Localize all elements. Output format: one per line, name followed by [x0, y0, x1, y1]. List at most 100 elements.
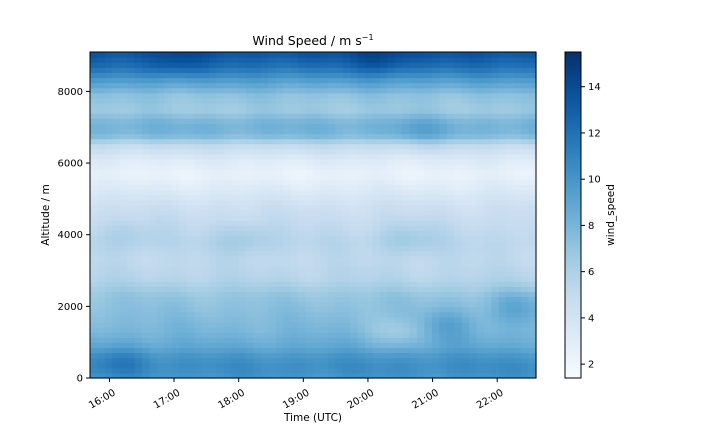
heatmap-cell [216, 321, 225, 328]
heatmap-cell [446, 184, 455, 191]
heatmap-cell [402, 77, 411, 84]
heatmap-cell [223, 143, 232, 150]
heatmap-cell [298, 179, 307, 186]
heatmap-cell [357, 327, 366, 333]
heatmap-cell [528, 372, 537, 379]
heatmap-cell [90, 174, 99, 180]
heatmap-cell [417, 87, 426, 94]
heatmap-cell [104, 118, 113, 124]
heatmap-cell [402, 158, 411, 165]
heatmap-cell [350, 87, 359, 94]
heatmap-cell [223, 296, 232, 303]
heatmap-cell [290, 281, 299, 287]
heatmap-cell [446, 271, 455, 277]
heatmap-cell [476, 102, 485, 109]
heatmap-cell [491, 158, 500, 165]
heatmap-cell [90, 184, 99, 191]
heatmap-cell [179, 301, 188, 308]
heatmap-cell [171, 169, 180, 175]
heatmap-cell [431, 67, 440, 73]
heatmap-cell [134, 133, 143, 140]
heatmap-cell [164, 148, 173, 155]
heatmap-cell [97, 97, 106, 104]
heatmap-cell [186, 174, 195, 180]
heatmap-cell [513, 235, 522, 242]
heatmap-cell [379, 57, 388, 63]
heatmap-cell [513, 67, 522, 73]
heatmap-cell [379, 133, 388, 140]
heatmap-cell [521, 281, 530, 287]
heatmap-cell [521, 372, 530, 379]
heatmap-cell [513, 291, 522, 298]
heatmap-cell [298, 342, 307, 349]
heatmap-cell [238, 179, 247, 186]
heatmap-cell [127, 87, 136, 94]
heatmap-cell [461, 291, 470, 298]
heatmap-cell [357, 123, 366, 129]
heatmap-cell [253, 286, 262, 292]
heatmap-cell [491, 250, 500, 257]
heatmap-cell [283, 286, 292, 292]
heatmap-cell [305, 108, 314, 114]
heatmap-cell [283, 153, 292, 160]
heatmap-cell [149, 230, 158, 236]
heatmap-cell [491, 209, 500, 216]
heatmap-cell [231, 148, 240, 155]
heatmap-cell [290, 174, 299, 180]
heatmap-cell [283, 296, 292, 303]
heatmap-cell [260, 372, 269, 379]
heatmap-cell [208, 291, 217, 298]
heatmap-cell [469, 291, 478, 298]
heatmap-cell [320, 235, 329, 242]
heatmap-cell [283, 276, 292, 282]
heatmap-cell [186, 189, 195, 196]
heatmap-cell [439, 87, 448, 94]
heatmap-cell [246, 367, 255, 374]
heatmap-cell [238, 281, 247, 287]
heatmap-cell [246, 184, 255, 191]
heatmap-cell [350, 204, 359, 211]
heatmap-cell [186, 82, 195, 89]
heatmap-cell [104, 245, 113, 252]
heatmap-cell [156, 281, 165, 287]
heatmap-cell [528, 204, 537, 211]
heatmap-cell [223, 235, 232, 242]
heatmap-cell [223, 189, 232, 196]
heatmap-cell [298, 123, 307, 129]
heatmap-cell [431, 138, 440, 145]
heatmap-cell [134, 255, 143, 262]
heatmap-cell [179, 57, 188, 63]
colorbar-tick-label: 10 [588, 175, 601, 186]
heatmap-cell [342, 52, 351, 58]
heatmap-cell [342, 108, 351, 114]
heatmap-cell [112, 271, 121, 277]
heatmap-cell [446, 367, 455, 374]
heatmap-cell [498, 255, 507, 262]
heatmap-cell [446, 123, 455, 129]
heatmap-cell [164, 225, 173, 231]
heatmap-cell [417, 209, 426, 216]
heatmap-cell [97, 77, 106, 84]
heatmap-cell [238, 87, 247, 94]
heatmap-cell [357, 82, 366, 89]
heatmap-cell [253, 332, 262, 338]
heatmap-cell [305, 138, 314, 145]
heatmap-cell [238, 352, 247, 359]
heatmap-cell [446, 230, 455, 236]
heatmap-cell [156, 367, 165, 374]
heatmap-cell [469, 174, 478, 180]
heatmap-cell [394, 204, 403, 211]
heatmap-cell [402, 357, 411, 364]
heatmap-cell [201, 128, 210, 135]
heatmap-cell [134, 148, 143, 155]
heatmap-cell [216, 67, 225, 73]
heatmap-cell [372, 291, 381, 298]
heatmap-cell [335, 281, 344, 287]
heatmap-cell [454, 220, 463, 226]
heatmap-cell [424, 92, 433, 99]
heatmap-cell [275, 118, 284, 124]
heatmap-cell [305, 128, 314, 135]
heatmap-cell [439, 113, 448, 119]
heatmap-cell [327, 209, 336, 216]
heatmap-cell [528, 347, 537, 354]
